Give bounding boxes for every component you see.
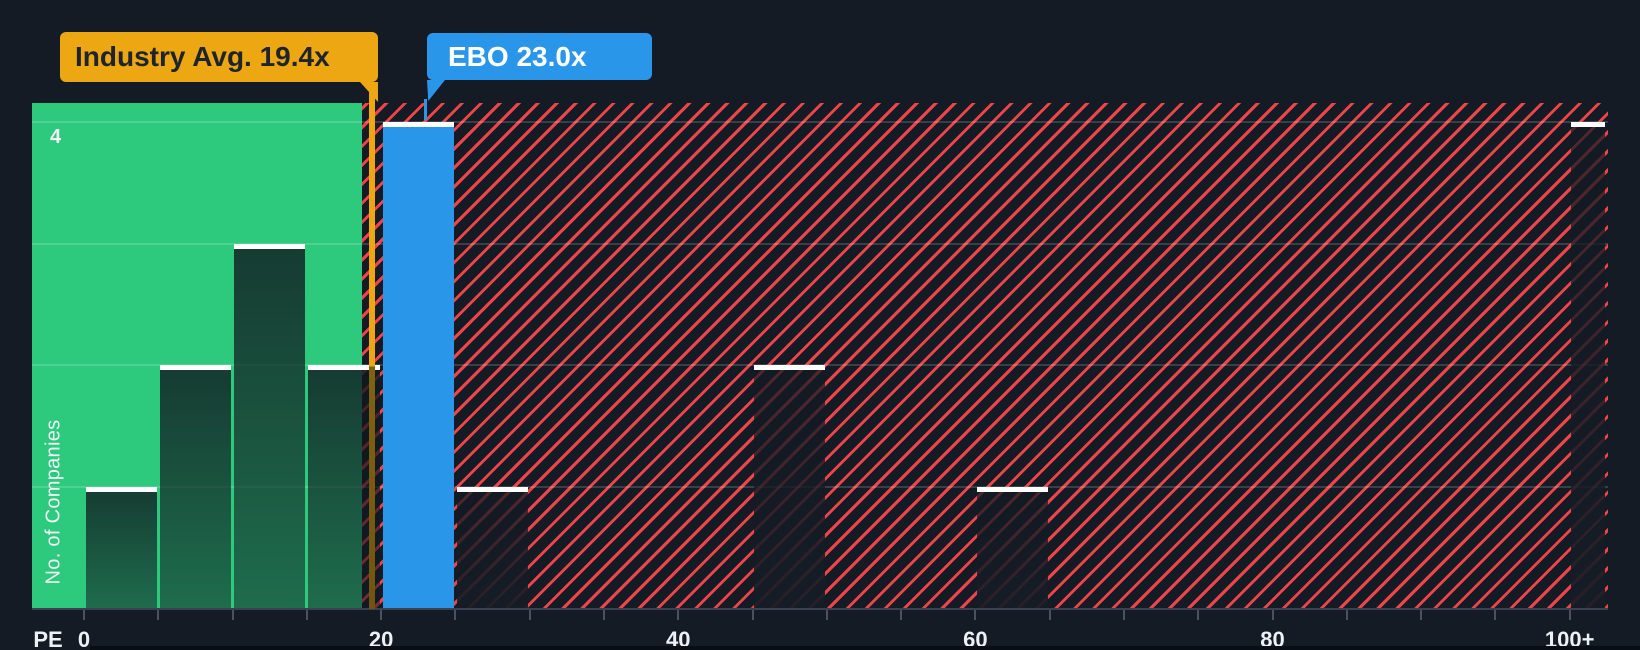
axis-tick-95 <box>1494 610 1497 620</box>
x-axis-line <box>32 608 1608 610</box>
axis-tick-25 <box>454 610 457 620</box>
axis-tick-30 <box>528 610 531 620</box>
axis-tick-50 <box>825 610 828 620</box>
axis-tick-85 <box>1345 610 1348 620</box>
bar-top-cap <box>382 122 454 127</box>
axis-tick-100 <box>1568 610 1571 620</box>
axis-tick-10 <box>231 610 234 620</box>
bottom-edge-strip <box>90 646 1640 650</box>
axis-tick-55 <box>900 610 903 620</box>
bar-top-cap <box>234 243 306 249</box>
gridline-4 <box>32 121 1608 123</box>
histogram-bar-100[interactable] <box>1571 122 1606 608</box>
bar-top-cap <box>159 365 232 370</box>
industry-avg-callout: Industry Avg. 19.4x <box>60 32 378 82</box>
ebo-stem <box>424 99 428 120</box>
histogram-bar-60[interactable] <box>976 486 1049 608</box>
histogram-bar-15[interactable] <box>308 365 380 608</box>
plot-area <box>32 103 1608 608</box>
axis-tick-65 <box>1048 610 1051 620</box>
y-axis-title: No. of Companies <box>42 419 65 585</box>
histogram-bar-10[interactable] <box>234 243 306 608</box>
histogram-bar-45[interactable] <box>754 365 826 608</box>
axis-tick-60 <box>974 610 977 620</box>
x-axis-title: PE <box>33 627 63 650</box>
histogram-bar-0[interactable] <box>85 486 157 608</box>
axis-tick-5 <box>157 610 160 620</box>
y-axis-max-label: 4 <box>50 126 62 148</box>
axis-tick-label-80: 80 <box>1260 627 1285 650</box>
bar-top-cap <box>456 486 529 492</box>
bar-top-cap <box>1571 122 1606 127</box>
industry-avg-callout-label: Industry Avg. 19.4x <box>75 41 330 72</box>
axis-tick-45 <box>751 610 754 620</box>
axis-tick-label-60: 60 <box>963 627 988 650</box>
bar-top-cap <box>85 486 157 492</box>
axis-tick-90 <box>1420 610 1423 620</box>
bar-top-cap <box>754 365 826 370</box>
axis-tick-15 <box>305 610 308 620</box>
histogram-bar-5[interactable] <box>159 365 232 608</box>
gridline-3 <box>32 242 1608 245</box>
ebo-callout-label: EBO 23.0x <box>448 40 587 72</box>
axis-tick-70 <box>1122 610 1125 620</box>
histogram-bar-20[interactable] <box>382 122 454 608</box>
axis-tick-0 <box>83 610 85 620</box>
axis-tick-label-40: 40 <box>666 627 691 650</box>
axis-tick-label-20: 20 <box>368 627 394 650</box>
axis-tick-80 <box>1271 610 1274 620</box>
histogram-bar-25[interactable] <box>456 486 529 608</box>
axis-tick-40 <box>677 610 680 620</box>
axis-tick-label-100+: 100+ <box>1544 627 1595 650</box>
bar-top-cap <box>976 486 1049 492</box>
axis-tick-label-0: 0 <box>77 627 91 650</box>
ebo-callout: EBO 23.0x <box>427 33 652 80</box>
axis-tick-75 <box>1197 610 1200 620</box>
bar-top-cap <box>308 365 380 370</box>
axis-tick-35 <box>602 610 605 620</box>
axis-tick-20 <box>380 610 383 620</box>
industry-avg-line <box>369 82 376 609</box>
